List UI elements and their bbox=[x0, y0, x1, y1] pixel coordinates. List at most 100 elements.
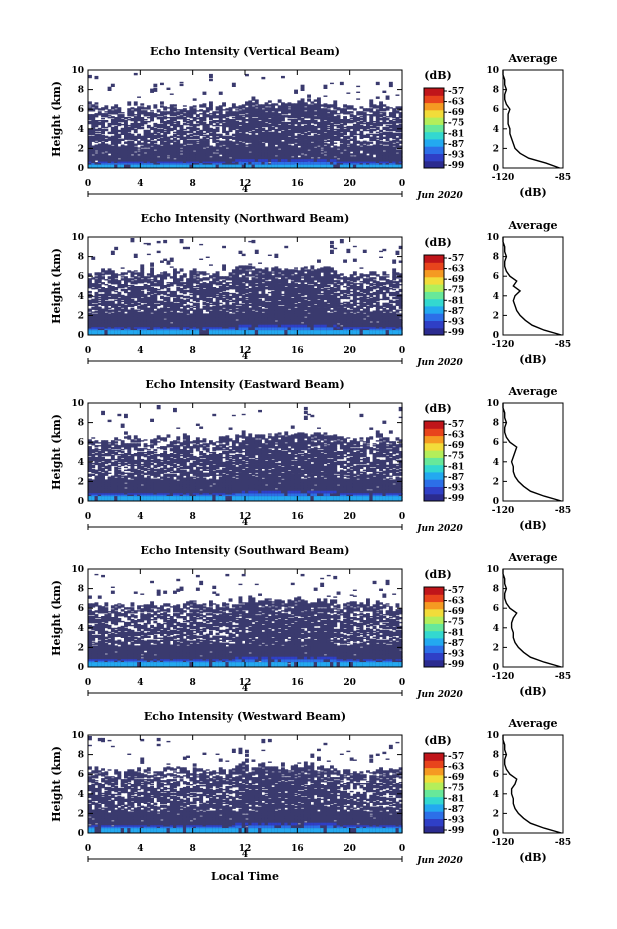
echo-cell bbox=[258, 137, 262, 141]
echo-cell bbox=[218, 324, 223, 326]
echo-cell bbox=[356, 154, 361, 158]
x-axis-title: Local Time bbox=[211, 870, 279, 883]
echo-cell-strong bbox=[372, 330, 377, 335]
echo-cell bbox=[274, 128, 279, 134]
echo-cell bbox=[160, 128, 164, 134]
echo-cell bbox=[173, 149, 177, 152]
echo-cell bbox=[320, 120, 325, 125]
echo-cell bbox=[317, 134, 321, 138]
echo-cell bbox=[195, 310, 200, 315]
echo-cell bbox=[225, 123, 230, 126]
echo-cell bbox=[303, 155, 308, 158]
echo-cell bbox=[300, 288, 305, 290]
echo-cell bbox=[225, 282, 230, 285]
echo-cell bbox=[366, 148, 370, 150]
echo-cell bbox=[107, 300, 112, 305]
echo-cell-strong bbox=[189, 330, 194, 335]
echo-cell bbox=[297, 149, 302, 151]
echo-cell bbox=[307, 275, 311, 278]
echo-cell bbox=[320, 309, 325, 313]
echo-cell bbox=[195, 159, 200, 162]
echo-cell bbox=[395, 106, 400, 110]
echo-cell bbox=[261, 150, 266, 154]
echo-cell-strong bbox=[117, 161, 122, 164]
echo-cell bbox=[274, 153, 279, 155]
echo-cell bbox=[251, 315, 256, 319]
echo-cell bbox=[317, 284, 321, 289]
echo-cell bbox=[352, 166, 357, 168]
echo-cell bbox=[395, 155, 400, 159]
echo-cell bbox=[143, 278, 148, 283]
echo-cell bbox=[287, 292, 292, 298]
echo-cell bbox=[385, 279, 390, 283]
echo-cell bbox=[133, 300, 138, 304]
echo-cell bbox=[97, 143, 102, 146]
echo-cell bbox=[385, 106, 390, 111]
echo-cell bbox=[352, 135, 357, 139]
echo-cell bbox=[140, 264, 145, 269]
echo-cell bbox=[94, 307, 99, 310]
echo-cell bbox=[173, 141, 177, 146]
echo-cell bbox=[300, 151, 305, 154]
echo-cell bbox=[212, 290, 217, 295]
echo-cell bbox=[336, 298, 341, 303]
avg-title: Average bbox=[507, 52, 557, 65]
echo-cell bbox=[163, 142, 168, 144]
echo-cell bbox=[143, 107, 148, 110]
echo-cell bbox=[330, 309, 334, 312]
y-tick-label: 0 bbox=[78, 331, 84, 341]
echo-cell-strong bbox=[251, 161, 256, 165]
echo-cell bbox=[176, 129, 181, 132]
echo-cell bbox=[160, 324, 164, 326]
echo-cell bbox=[339, 156, 344, 158]
echo-cell bbox=[94, 276, 99, 278]
echo-cell bbox=[248, 144, 253, 147]
echo-cell bbox=[101, 118, 105, 120]
echo-cell-strong bbox=[163, 164, 168, 168]
echo-cell bbox=[179, 294, 184, 298]
echo-cell bbox=[258, 148, 262, 150]
echo-cell bbox=[120, 312, 125, 316]
echo-cell bbox=[277, 290, 282, 295]
echo-cell bbox=[317, 121, 321, 125]
echo-cell bbox=[254, 284, 259, 287]
echo-cell bbox=[97, 278, 102, 281]
echo-cell bbox=[339, 304, 344, 309]
echo-cell bbox=[333, 321, 338, 325]
avg-y-tick-label: 2 bbox=[493, 311, 499, 321]
echo-cell bbox=[235, 299, 240, 302]
echo-cell bbox=[349, 285, 354, 290]
echo-cell bbox=[241, 107, 246, 109]
echo-cell bbox=[323, 115, 328, 120]
echo-cell bbox=[281, 152, 285, 157]
echo-cell bbox=[173, 126, 177, 131]
echo-cell bbox=[235, 288, 240, 291]
echo-cell bbox=[333, 165, 338, 169]
echo-cell bbox=[107, 288, 112, 290]
echo-cell bbox=[212, 301, 217, 305]
echo-cell bbox=[261, 154, 266, 156]
echo-cell bbox=[176, 158, 181, 160]
echo-cell bbox=[352, 258, 357, 262]
echo-cell bbox=[104, 111, 109, 113]
echo-cell bbox=[97, 317, 102, 322]
echo-cell-strong bbox=[163, 330, 168, 335]
echo-cell bbox=[284, 281, 289, 284]
echo-cell bbox=[156, 132, 161, 136]
echo-cell bbox=[366, 324, 370, 327]
echo-cell bbox=[284, 115, 289, 118]
echo-cell bbox=[392, 157, 397, 160]
echo-cell-strong bbox=[117, 327, 122, 329]
echo-cell bbox=[310, 125, 315, 131]
echo-cell bbox=[323, 132, 328, 137]
echo-cell bbox=[218, 150, 223, 155]
echo-cell bbox=[110, 116, 115, 119]
echo-cell bbox=[333, 319, 338, 322]
echo-cell bbox=[186, 323, 190, 325]
echo-cell bbox=[287, 318, 292, 320]
echo-cell bbox=[235, 129, 240, 134]
echo-cell bbox=[382, 151, 387, 156]
echo-cell bbox=[346, 320, 351, 323]
echo-cell bbox=[352, 121, 357, 123]
echo-cell bbox=[245, 122, 249, 125]
